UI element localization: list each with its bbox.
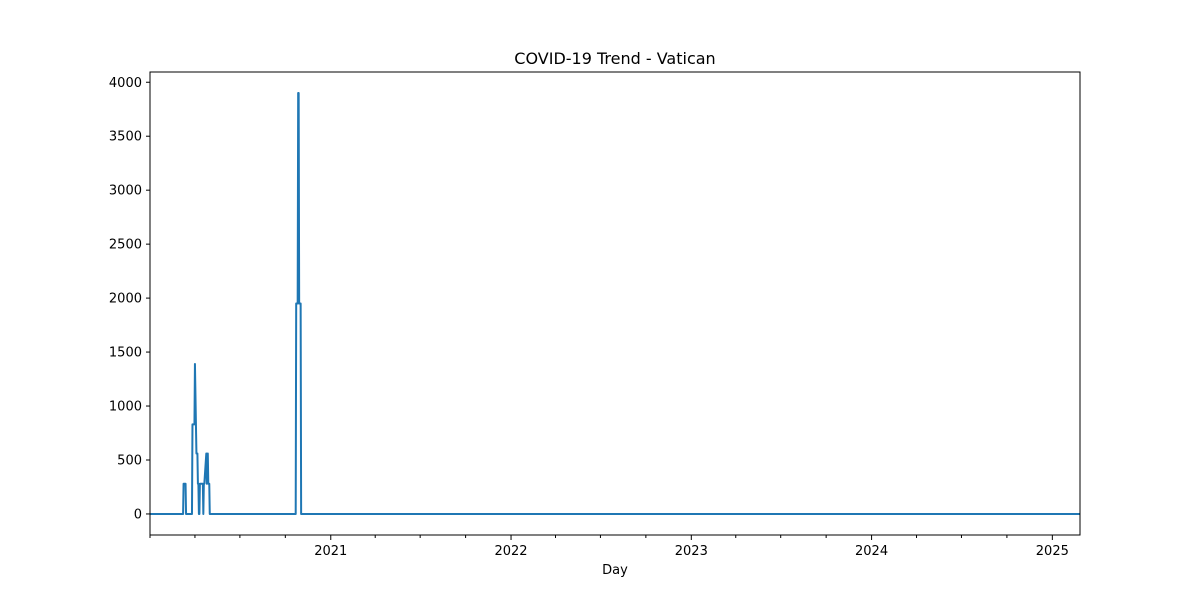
- x-tick-label: 2022: [494, 544, 527, 559]
- y-tick-label: 4000: [109, 76, 142, 91]
- y-tick-label: 1500: [109, 346, 142, 361]
- y-tick-label: 3000: [109, 184, 142, 199]
- x-tick-label: 2024: [855, 544, 888, 559]
- series-line-0: [150, 92, 1080, 515]
- y-tick-label: 2000: [109, 292, 142, 307]
- y-tick-label: 0: [134, 507, 142, 522]
- chart-title: COVID-19 Trend - Vatican: [514, 49, 715, 68]
- x-tick-label: 2025: [1036, 544, 1069, 559]
- x-tick-label: 2021: [314, 544, 347, 559]
- plot-frame: [149, 71, 1081, 536]
- x-tick-label: 2023: [675, 544, 708, 559]
- y-tick-label: 500: [117, 453, 142, 468]
- x-axis-label: Day: [602, 563, 628, 578]
- y-tick-label: 3500: [109, 130, 142, 145]
- y-tick-label: 1000: [109, 400, 142, 415]
- plot-area: 0 500 1000 1500 2000 2500 3000 3500 4000 2021 2022…: [109, 71, 1081, 559]
- y-tick-label: 2500: [109, 238, 142, 253]
